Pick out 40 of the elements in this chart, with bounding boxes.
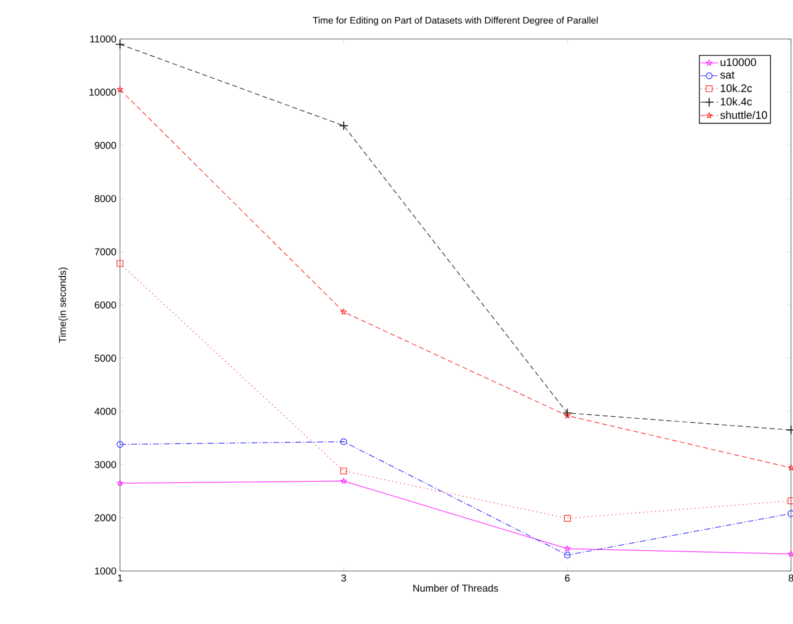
- point: [116, 86, 124, 92]
- point: [564, 545, 570, 552]
- point: [339, 121, 348, 130]
- legend-label: u10000: [720, 58, 756, 66]
- point: [116, 260, 124, 267]
- y-tick-label: 2000: [94, 514, 116, 522]
- point: [340, 308, 347, 315]
- y-tick-label: 10000: [90, 88, 116, 96]
- legend-label: 10k.4c: [720, 97, 752, 106]
- x-tick-label: 8: [788, 574, 793, 582]
- point: [564, 515, 571, 522]
- point: [116, 480, 124, 486]
- y-tick-label: 3000: [94, 461, 116, 468]
- legend-label: 10k.2c: [720, 84, 752, 92]
- y-tick-label: 7000: [94, 248, 116, 256]
- legend-label: shuttle/10: [720, 110, 768, 119]
- y-tick-label: 5000: [94, 354, 116, 362]
- point: [116, 441, 124, 448]
- x-axis-title: Number of Threads: [413, 584, 498, 592]
- legend-label: sat: [720, 71, 735, 79]
- y-tick-label: 6000: [94, 301, 116, 309]
- point: [788, 550, 793, 557]
- chart-title: Time for Editing on Part of Datasets with Different Degree of Parallel: [312, 16, 598, 26]
- point: [788, 510, 793, 517]
- y-tick-label: 1000: [95, 567, 116, 575]
- y-tick-label: 11000: [90, 35, 116, 43]
- x-tick-label: 3: [341, 574, 346, 582]
- point: [340, 478, 347, 484]
- point: [340, 438, 347, 446]
- point: [788, 464, 793, 471]
- point: [788, 497, 793, 504]
- y-tick-label: 4000: [94, 408, 116, 415]
- point: [340, 468, 347, 474]
- point: [564, 552, 571, 558]
- y-axis-title: Time(in seconds): [58, 268, 68, 343]
- y-tick-label: 8000: [94, 195, 116, 202]
- x-tick-label: 1: [118, 574, 122, 582]
- y-tick-label: 9000: [94, 142, 116, 149]
- point: [116, 40, 124, 49]
- x-tick-label: 6: [565, 574, 570, 582]
